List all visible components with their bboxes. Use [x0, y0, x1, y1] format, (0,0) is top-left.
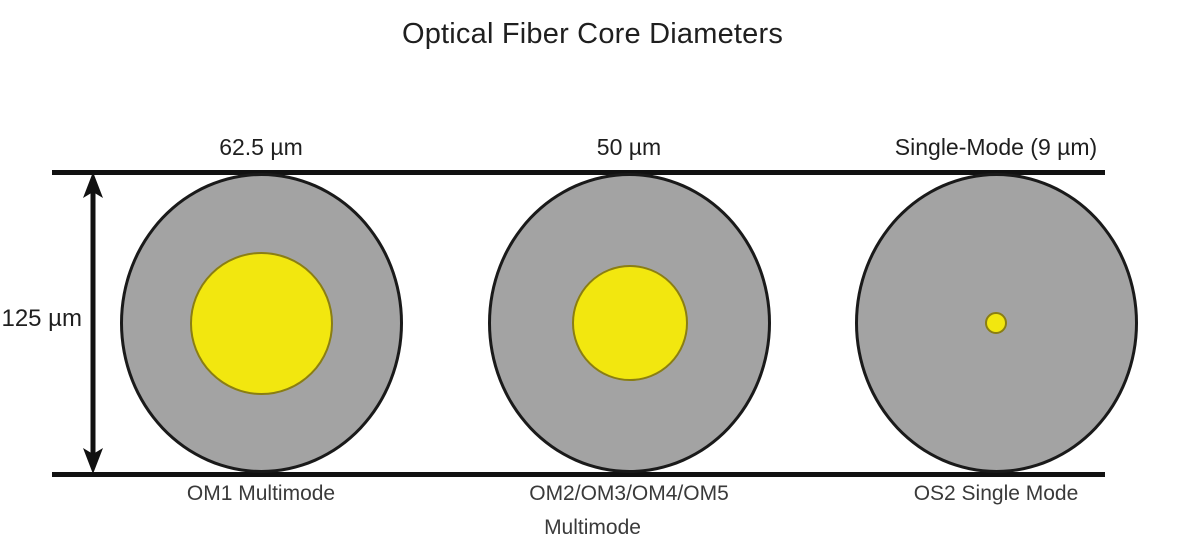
fiber-os2-core-label: Single-Mode (9 µm) [894, 134, 1098, 160]
fiber-os2-type-label: OS2 Single Mode [913, 482, 1079, 505]
multimode-group-label: Multimode [544, 516, 641, 539]
cladding-dimension-arrow-icon [80, 172, 106, 474]
cladding-dimension-label: 125 µm [1, 305, 82, 332]
fiber-om1-core-label: 62.5 µm [219, 134, 303, 160]
fiber-om2-om5-core [572, 265, 688, 381]
fiber-os2-core [985, 312, 1007, 334]
fiber-om1-type-label: OM1 Multimode [186, 482, 336, 505]
fiber-om1-cladding [120, 173, 403, 473]
fiber-om2-om5-core-label: 50 µm [596, 134, 662, 160]
fiber-om1-core [190, 252, 333, 395]
fiber-os2-cladding [855, 173, 1138, 473]
fiber-om2-om5-type-label: OM2/OM3/OM4/OM5 [529, 482, 729, 505]
page-title: Optical Fiber Core Diameters [401, 18, 784, 50]
cladding-top-guide-line [52, 170, 1105, 175]
cladding-bottom-guide-line [52, 472, 1105, 477]
